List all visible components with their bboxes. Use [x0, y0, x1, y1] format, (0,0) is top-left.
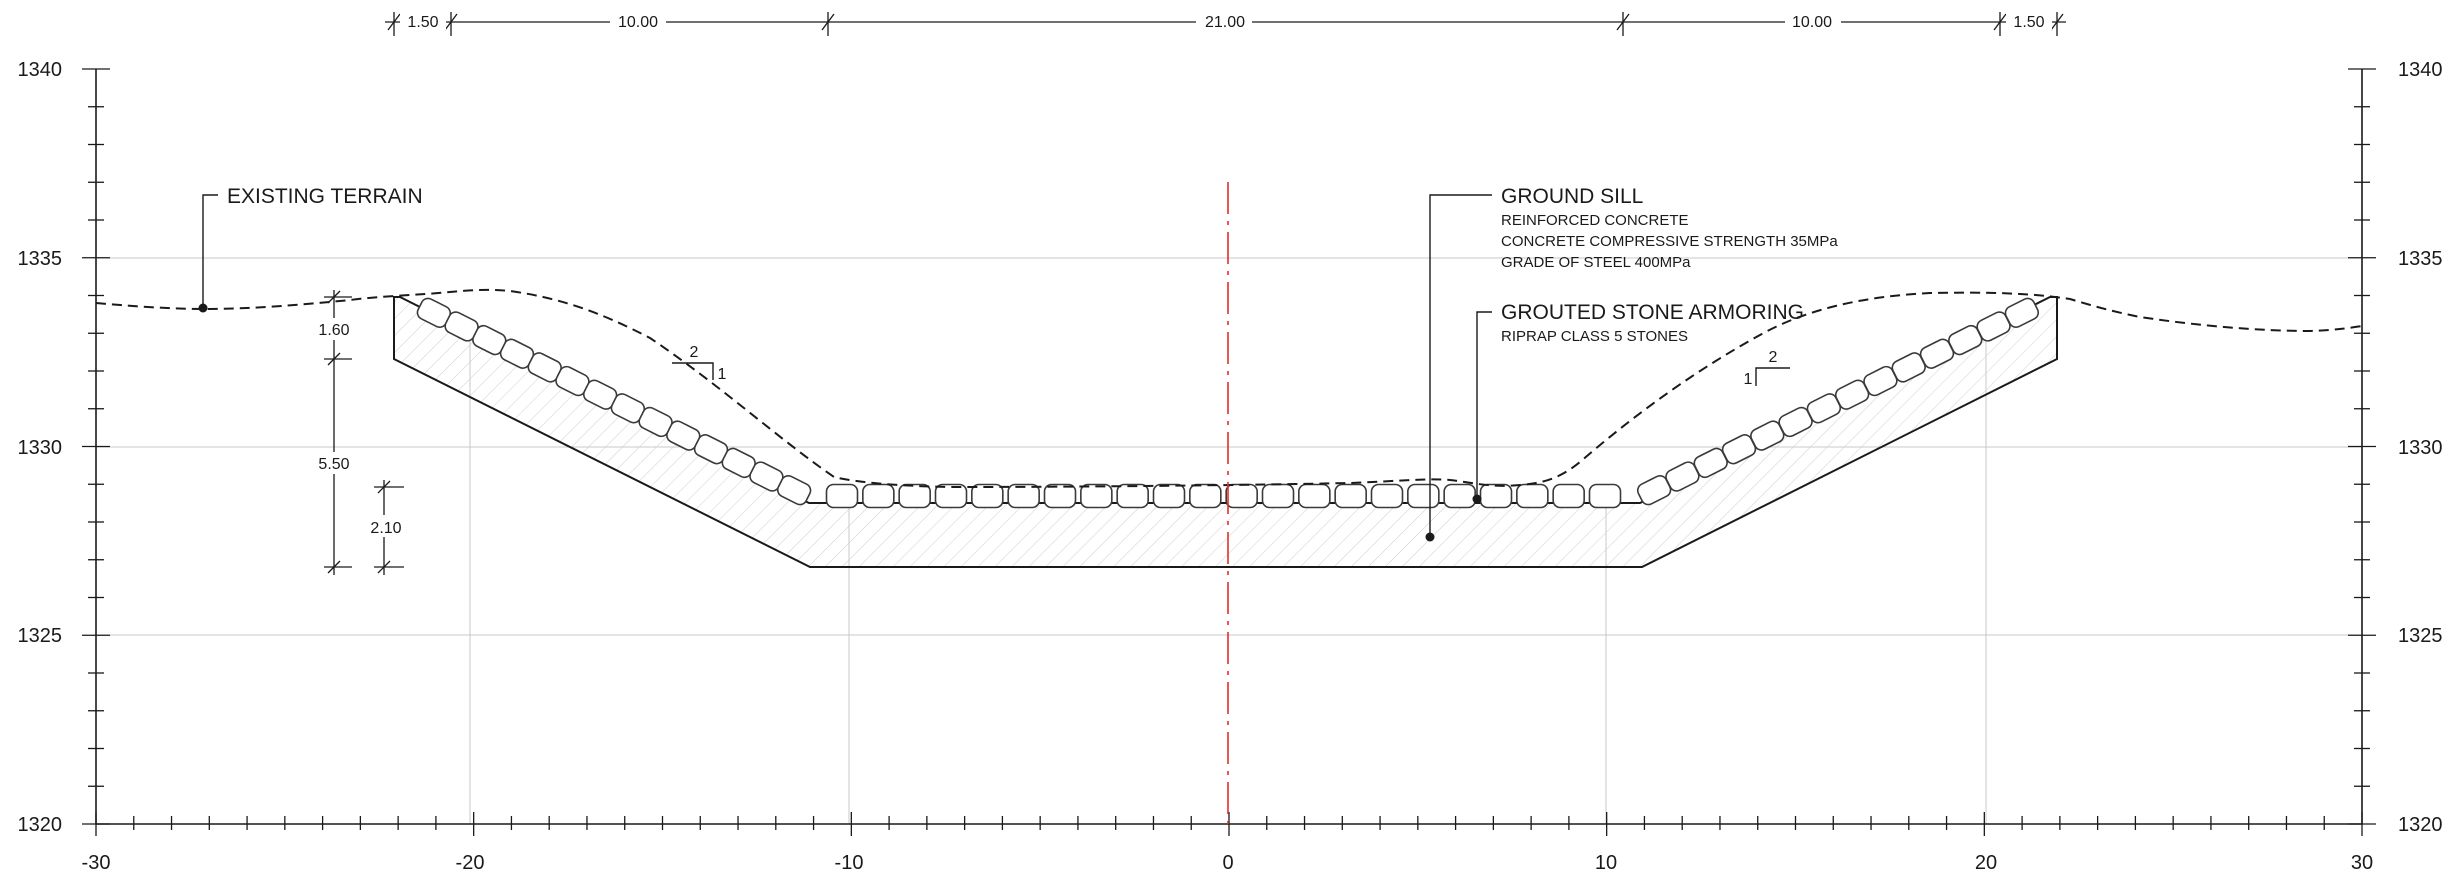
y-label-right-1320: 1320 — [2398, 814, 2443, 836]
riprap-stone — [1588, 483, 1622, 509]
y-label-left-1330: 1330 — [18, 437, 63, 459]
x-axis-labels: -30 -20 -10 0 10 20 30 — [82, 852, 2374, 874]
riprap-stone — [1370, 483, 1404, 509]
riprap-stone — [862, 483, 895, 509]
riprap-stone — [1225, 483, 1258, 509]
riprap-stone — [825, 483, 859, 509]
ground-sill-title: GROUND SILL — [1501, 185, 1643, 208]
riprap-stone — [898, 483, 931, 509]
y-label-right-1340: 1340 — [2398, 59, 2443, 81]
x-label-neg30: -30 — [82, 852, 111, 874]
existing-terrain-callout: EXISTING TERRAIN — [198, 185, 423, 313]
riprap-stone — [1007, 483, 1040, 509]
riprap-stone — [934, 483, 968, 509]
slope-right-rise: 1 — [1744, 371, 1753, 388]
dim-top-5: 1.50 — [2013, 14, 2044, 31]
x-label-10: 10 — [1595, 852, 1617, 874]
dim-left-3: 2.10 — [370, 520, 401, 537]
dim-left-1: 1.60 — [318, 322, 349, 339]
y-label-left-1320: 1320 — [18, 814, 63, 836]
riprap-stone — [776, 474, 812, 506]
x-label-20: 20 — [1975, 852, 1997, 874]
riprap-stones — [416, 297, 2040, 509]
x-label-30: 30 — [2351, 852, 2373, 874]
y-label-right-1325: 1325 — [2398, 625, 2443, 647]
dim-top-3: 21.00 — [1205, 14, 1245, 31]
y-label-left-1325: 1325 — [18, 625, 63, 647]
x-label-0: 0 — [1222, 852, 1233, 874]
ground-sill-concrete — [393, 296, 2058, 568]
grouted-stone-title: GROUTED STONE ARMORING — [1501, 301, 1804, 324]
riprap-stone — [1080, 483, 1113, 509]
riprap-stone — [2004, 297, 2040, 329]
existing-terrain-label: EXISTING TERRAIN — [227, 185, 423, 208]
riprap-stone — [1116, 483, 1149, 509]
slope-indicator-right: 2 1 — [1744, 349, 1790, 388]
riprap-stone — [971, 483, 1004, 509]
y-label-left-1340: 1340 — [18, 59, 63, 81]
existing-terrain-line — [95, 288, 2363, 489]
ground-sill-line-3: GRADE OF STEEL 400MPa — [1501, 254, 1691, 271]
y-axis-labels-left: 1340 1335 1330 1325 1320 — [18, 59, 63, 836]
riprap-stone — [1407, 483, 1440, 509]
y-label-right-1335: 1335 — [2398, 248, 2443, 270]
riprap-stone — [1552, 483, 1585, 509]
dim-top-1: 1.50 — [407, 14, 438, 31]
axis-ticks — [82, 68, 2376, 836]
y-label-left-1335: 1335 — [18, 248, 63, 270]
riprap-stone — [1479, 483, 1513, 509]
grouted-stone-line-1: RIPRAP CLASS 5 STONES — [1501, 328, 1688, 345]
riprap-stone — [1516, 483, 1549, 509]
riprap-stone — [1443, 483, 1476, 509]
riprap-stone — [1334, 483, 1367, 509]
y-axis-labels-right: 1340 1335 1330 1325 1320 — [2398, 59, 2443, 836]
grouted-stone-callout: GROUTED STONE ARMORING RIPRAP CLASS 5 ST… — [1472, 301, 1804, 504]
ground-sill-callout: GROUND SILL REINFORCED CONCRETE CONCRETE… — [1425, 185, 1838, 542]
riprap-stone — [1298, 483, 1331, 509]
riprap-stone — [1043, 483, 1077, 509]
x-label-neg20: -20 — [456, 852, 485, 874]
y-label-right-1330: 1330 — [2398, 437, 2443, 459]
riprap-stone — [1189, 483, 1222, 509]
slope-indicator-left: 2 1 — [672, 344, 727, 383]
slope-right-run: 2 — [1769, 349, 1778, 366]
riprap-stone — [1261, 483, 1295, 509]
ground-sill-line-2: CONCRETE COMPRESSIVE STRENGTH 35MPa — [1501, 233, 1838, 250]
ground-sill-line-1: REINFORCED CONCRETE — [1501, 212, 1689, 229]
dim-left-2: 5.50 — [318, 456, 349, 473]
dim-top-2: 10.00 — [618, 14, 658, 31]
slope-left-rise: 1 — [718, 366, 727, 383]
dim-top-4: 10.00 — [1792, 14, 1832, 31]
slope-left-run: 2 — [690, 344, 699, 361]
riprap-stone — [1152, 483, 1186, 509]
x-label-neg10: -10 — [835, 852, 864, 874]
